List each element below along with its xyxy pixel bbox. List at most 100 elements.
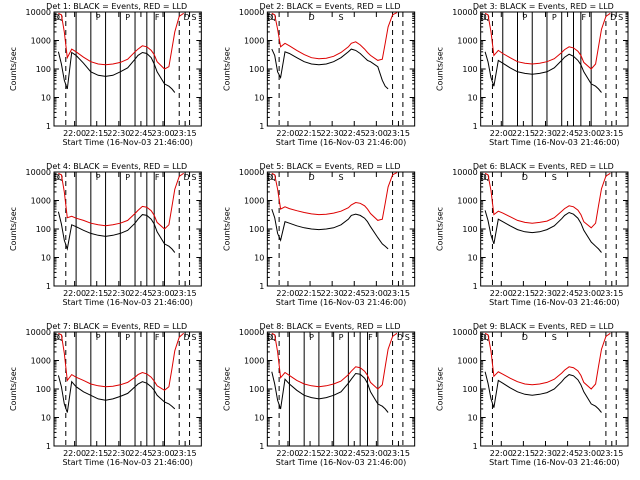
events-series-line [271, 371, 389, 413]
x-tick-label: 23:15 [174, 449, 197, 458]
flag-letter: D [267, 173, 273, 182]
lld-series-line [271, 12, 398, 61]
x-tick-label: 22:30 [321, 289, 344, 298]
x-tick-label: 23:15 [174, 289, 197, 298]
flag-letter: D [481, 173, 487, 182]
flag-letter: S [405, 333, 410, 342]
events-series-line [271, 48, 389, 90]
x-tick-label: 23:15 [387, 129, 410, 138]
x-tick-label: 22:45 [129, 449, 152, 458]
flag-letter: F [155, 333, 160, 342]
flag-letter: D [610, 13, 616, 22]
y-tick-label: 100 [36, 225, 51, 234]
x-tick-label: 22:15 [512, 449, 535, 458]
x-tick-label: 22:15 [299, 289, 322, 298]
y-tick-label: 1 [473, 282, 478, 291]
flag-letter: D [481, 13, 487, 22]
flag-letter: D [267, 13, 273, 22]
flag-letter: S [191, 13, 196, 22]
panel-det-2: Det 2: BLACK = Events, RED = LLD 1 10 100 10… [222, 2, 416, 147]
x-tick-label: 22:15 [299, 449, 322, 458]
x-tick-label: 23:15 [600, 129, 623, 138]
events-series-line [57, 375, 176, 413]
x-tick-label: 22:30 [534, 449, 557, 458]
lld-series-line [58, 12, 184, 70]
x-tick-label: 22:45 [129, 129, 152, 138]
x-tick-label: 23:15 [387, 449, 410, 458]
flag-letter: Q [57, 173, 63, 182]
x-axis-label: Start Time (16-Nov-03 21:46:00) [62, 458, 192, 467]
y-tick-label: 10000 [26, 328, 51, 337]
y-tick-label: 10000 [239, 168, 264, 177]
flag-letter: F [368, 333, 373, 342]
panel-det-4: Det 4: BLACK = Events, RED = LLD 1 10 100 10… [9, 162, 202, 307]
flag-letter: S [552, 333, 557, 342]
x-tick-label: 22:30 [107, 129, 130, 138]
y-axis-label: Counts/sec [222, 47, 231, 91]
panel-title: Det 4: BLACK = Events, RED = LLD [46, 162, 187, 171]
panel-title: Det 9: BLACK = Events, RED = LLD [473, 322, 614, 331]
lld-series-line [484, 172, 611, 229]
panel-det-3: Det 3: BLACK = Events, RED = LLD 1 10 100 10… [436, 2, 629, 147]
flag-letter: F [155, 13, 160, 22]
y-tick-label: 1000 [244, 37, 264, 46]
y-axis-label: Counts/sec [222, 207, 231, 251]
flag-letter: D [54, 173, 60, 182]
x-tick-label: 22:00 [63, 289, 86, 298]
flag-letter: S [338, 173, 343, 182]
y-tick-label: 10 [254, 94, 264, 103]
x-tick-label: 22:00 [63, 449, 86, 458]
flag-letter: P [96, 13, 101, 22]
y-axis-label: Counts/sec [9, 207, 18, 251]
x-tick-label: 23:15 [600, 449, 623, 458]
x-tick-label: 22:00 [490, 129, 513, 138]
y-tick-label: 10 [467, 94, 477, 103]
lld-series-line [484, 12, 611, 70]
x-tick-label: 23:00 [365, 289, 388, 298]
flag-letter: D [522, 173, 528, 182]
flag-letter: P [522, 13, 527, 22]
flag-letter: D [267, 333, 273, 342]
y-tick-label: 10 [41, 414, 51, 423]
x-tick-label: 22:00 [63, 129, 86, 138]
events-series-line [484, 210, 602, 253]
x-tick-label: 23:00 [578, 129, 601, 138]
y-tick-label: 1 [259, 122, 264, 131]
lld-series-line [58, 332, 185, 391]
lld-series-line [484, 332, 611, 390]
y-tick-label: 10000 [239, 8, 264, 17]
panel-det-6: Det 6: BLACK = Events, RED = LLD 1 10 100 10… [436, 162, 629, 307]
flag-letter: D [184, 333, 190, 342]
flag-letter: D [184, 173, 190, 182]
x-axis-label: Start Time (16-Nov-03 21:46:00) [489, 458, 619, 467]
lld-series-line [58, 172, 184, 230]
events-series-line [271, 208, 389, 250]
flag-letter: D [481, 333, 487, 342]
x-tick-label: 22:45 [556, 289, 579, 298]
y-tick-label: 10000 [452, 8, 477, 17]
y-tick-label: 10000 [239, 328, 264, 337]
x-tick-label: 22:30 [321, 129, 344, 138]
panel-title: Det 3: BLACK = Events, RED = LLD [473, 2, 614, 11]
y-tick-label: 100 [249, 385, 264, 394]
y-tick-label: 1 [473, 122, 478, 131]
y-tick-label: 1 [46, 282, 51, 291]
y-axis-label: Counts/sec [436, 367, 445, 411]
y-axis-label: Counts/sec [9, 367, 18, 411]
panel-title: Det 8: BLACK = Events, RED = LLD [260, 322, 401, 331]
x-tick-label: 22:00 [276, 449, 299, 458]
panel-title: Det 6: BLACK = Events, RED = LLD [473, 162, 614, 171]
x-tick-label: 23:00 [151, 129, 174, 138]
y-tick-label: 100 [249, 65, 264, 74]
events-series-line [484, 371, 602, 413]
panel-det-7: Det 7: BLACK = Events, RED = LLD 1 10 100 10… [9, 322, 202, 467]
y-tick-label: 1000 [244, 197, 264, 206]
flag-letter: S [338, 13, 343, 22]
x-tick-label: 23:15 [387, 289, 410, 298]
y-tick-label: 10000 [452, 328, 477, 337]
y-tick-label: 10 [467, 414, 477, 423]
y-tick-label: 1 [259, 282, 264, 291]
y-tick-label: 10000 [26, 168, 51, 177]
flag-letter: F [581, 13, 586, 22]
y-tick-label: 100 [462, 385, 477, 394]
